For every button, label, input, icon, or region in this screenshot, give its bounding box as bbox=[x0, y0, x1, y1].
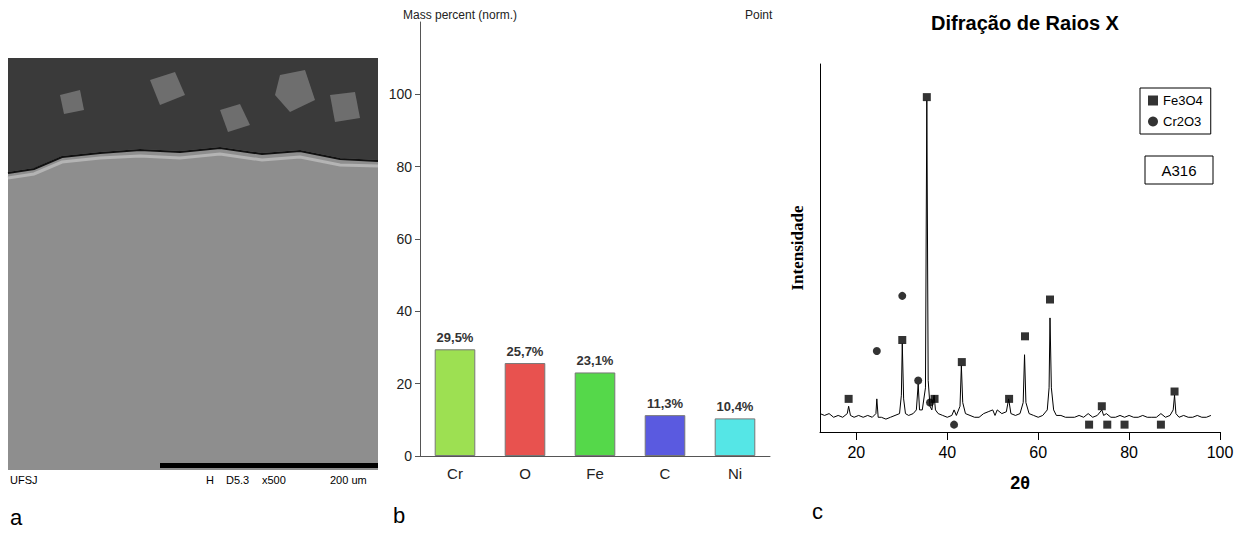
svg-text:2θ: 2θ bbox=[1010, 473, 1030, 493]
svg-text:60: 60 bbox=[396, 231, 412, 247]
svg-text:60: 60 bbox=[1029, 444, 1047, 461]
svg-text:23,1%: 23,1% bbox=[577, 353, 614, 368]
svg-text:C: C bbox=[660, 465, 671, 482]
svg-text:40: 40 bbox=[396, 303, 412, 319]
svg-text:H: H bbox=[206, 474, 214, 486]
svg-text:O: O bbox=[519, 465, 531, 482]
svg-text:Fe3O4: Fe3O4 bbox=[1163, 93, 1203, 108]
svg-text:11,3%: 11,3% bbox=[647, 396, 684, 411]
svg-text:Cr: Cr bbox=[447, 465, 463, 482]
svg-text:UFSJ: UFSJ bbox=[10, 474, 38, 486]
svg-text:0: 0 bbox=[404, 448, 412, 464]
svg-text:Point: Point bbox=[745, 8, 773, 22]
svg-text:x500: x500 bbox=[262, 474, 286, 486]
svg-text:Intensidade: Intensidade bbox=[788, 205, 807, 290]
svg-text:c: c bbox=[812, 499, 823, 524]
svg-text:40: 40 bbox=[938, 444, 956, 461]
svg-text:Ni: Ni bbox=[728, 465, 742, 482]
svg-text:10,4%: 10,4% bbox=[717, 399, 754, 414]
svg-text:100: 100 bbox=[389, 86, 413, 102]
svg-text:100: 100 bbox=[1207, 444, 1234, 461]
svg-text:29,5%: 29,5% bbox=[437, 330, 474, 345]
svg-text:b: b bbox=[393, 503, 405, 528]
svg-text:Mass percent (norm.): Mass percent (norm.) bbox=[403, 8, 517, 22]
svg-text:A316: A316 bbox=[1161, 162, 1196, 179]
svg-text:Fe: Fe bbox=[586, 465, 604, 482]
svg-text:25,7%: 25,7% bbox=[507, 344, 544, 359]
svg-text:20: 20 bbox=[396, 376, 412, 392]
svg-text:Cr2O3: Cr2O3 bbox=[1163, 114, 1201, 129]
svg-text:Difração de Raios X: Difração de Raios X bbox=[931, 12, 1120, 34]
svg-text:80: 80 bbox=[1120, 444, 1138, 461]
svg-text:D5.3: D5.3 bbox=[226, 474, 249, 486]
svg-text:200 um: 200 um bbox=[330, 474, 367, 486]
svg-text:20: 20 bbox=[847, 444, 865, 461]
svg-text:a: a bbox=[10, 505, 23, 530]
svg-text:80: 80 bbox=[396, 159, 412, 175]
